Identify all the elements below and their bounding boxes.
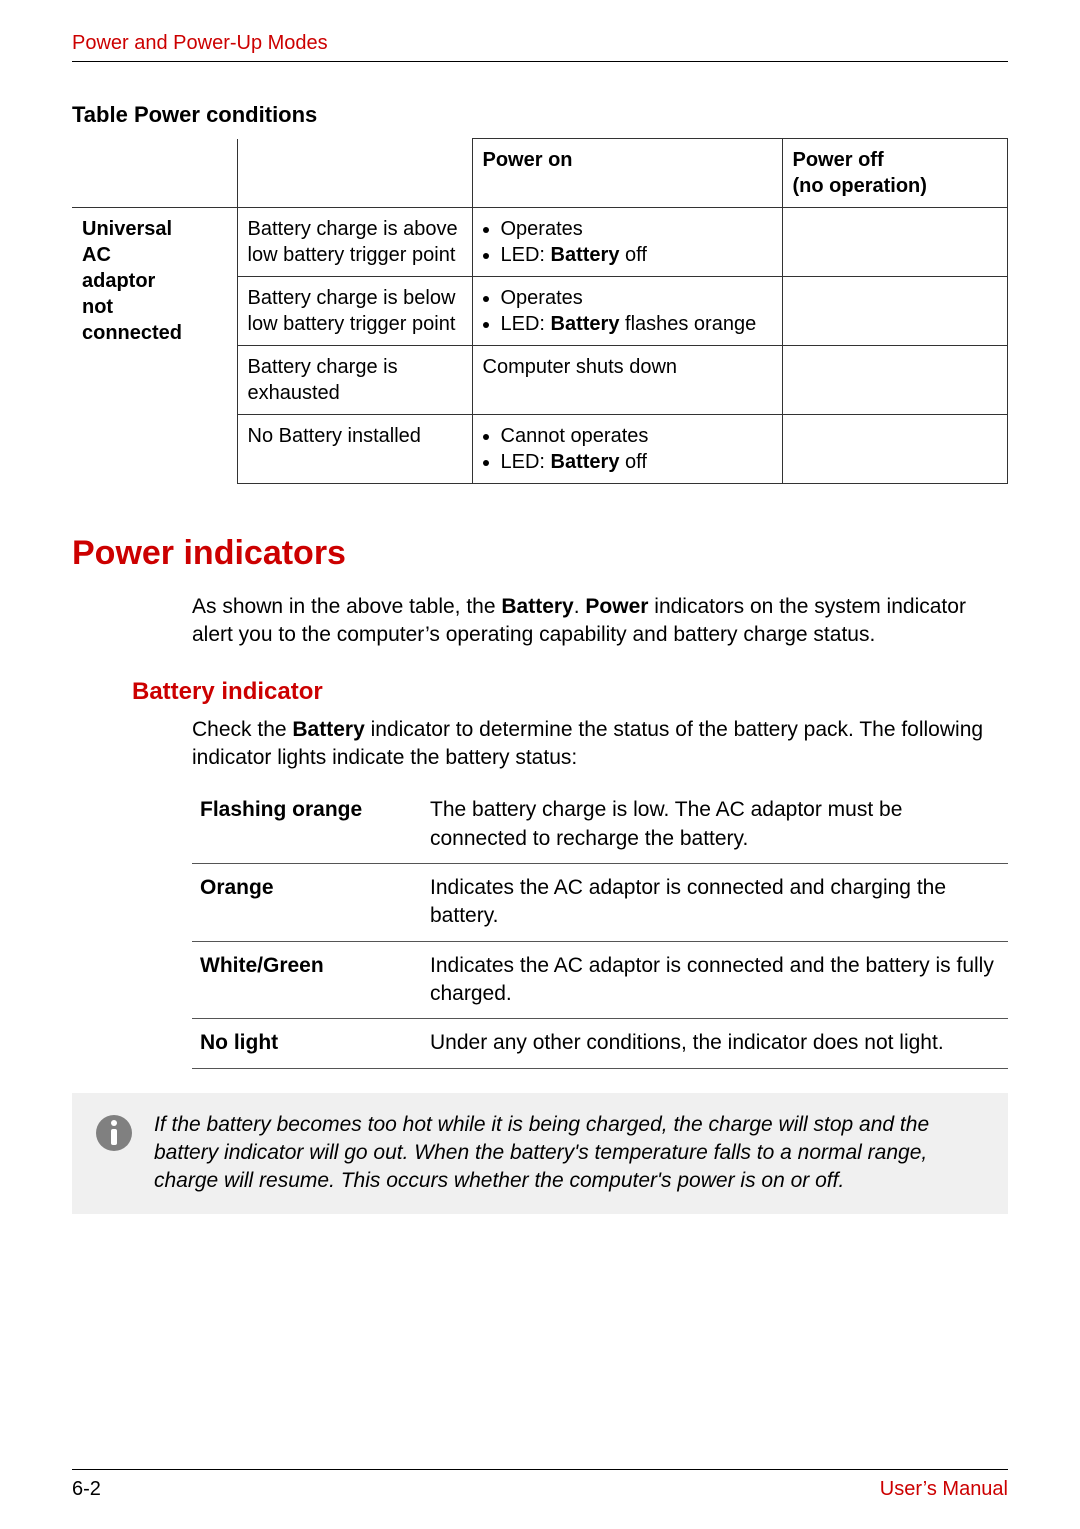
subsection-intro: Check the Battery indicator to determine… bbox=[192, 716, 1008, 773]
battery-indicator-table: Flashing orange The battery charge is lo… bbox=[192, 786, 1008, 1068]
col-header-power-off: Power off (no operation) bbox=[782, 139, 1008, 208]
cell-power-on: Operates LED: Battery off bbox=[472, 208, 782, 277]
indicator-desc: Indicates the AC adaptor is connected an… bbox=[422, 941, 1008, 1019]
footer-manual-label: User’s Manual bbox=[880, 1478, 1008, 1501]
table-corner-blank2 bbox=[237, 139, 472, 208]
page-footer: 6-2 User’s Manual bbox=[72, 1469, 1008, 1501]
table-row: Universal AC adaptor not connected Batte… bbox=[72, 208, 1008, 277]
cell-power-off bbox=[782, 415, 1008, 484]
indicator-desc: Indicates the AC adaptor is connected an… bbox=[422, 864, 1008, 942]
indicator-desc: The battery charge is low. The AC adapto… bbox=[422, 786, 1008, 863]
footer-page-number: 6-2 bbox=[72, 1478, 101, 1501]
indicator-label: Orange bbox=[192, 864, 422, 942]
subsection-title-battery-indicator: Battery indicator bbox=[132, 678, 1008, 706]
section-intro: As shown in the above table, the Battery… bbox=[192, 593, 1008, 650]
note-text: If the battery becomes too hot while it … bbox=[142, 1111, 988, 1196]
cell-condition: Battery charge is exhausted bbox=[237, 346, 472, 415]
table-row: Orange Indicates the AC adaptor is conne… bbox=[192, 864, 1008, 942]
cell-power-off bbox=[782, 277, 1008, 346]
table-corner-blank bbox=[72, 139, 237, 208]
cell-condition: Battery charge is above low battery trig… bbox=[237, 208, 472, 277]
power-table-caption: Table Power conditions bbox=[72, 102, 1008, 128]
cell-condition: No Battery installed bbox=[237, 415, 472, 484]
info-icon bbox=[86, 1111, 142, 1196]
note-box: If the battery becomes too hot while it … bbox=[72, 1093, 1008, 1214]
indicator-desc: Under any other conditions, the indicato… bbox=[422, 1019, 1008, 1068]
table-row: White/Green Indicates the AC adaptor is … bbox=[192, 941, 1008, 1019]
cell-power-on: Computer shuts down bbox=[472, 346, 782, 415]
cell-condition: Battery charge is below low battery trig… bbox=[237, 277, 472, 346]
power-conditions-table: Power on Power off (no operation) Univer… bbox=[72, 138, 1008, 484]
cell-power-off bbox=[782, 208, 1008, 277]
table-row: No light Under any other conditions, the… bbox=[192, 1019, 1008, 1068]
page: Power and Power-Up Modes Table Power con… bbox=[0, 0, 1080, 1529]
cell-power-off bbox=[782, 346, 1008, 415]
indicator-label: Flashing orange bbox=[192, 786, 422, 863]
cell-power-on: Operates LED: Battery flashes orange bbox=[472, 277, 782, 346]
indicator-label: White/Green bbox=[192, 941, 422, 1019]
col-header-power-on: Power on bbox=[472, 139, 782, 208]
section-title-power-indicators: Power indicators bbox=[72, 534, 1008, 573]
table-header-row: Power on Power off (no operation) bbox=[72, 139, 1008, 208]
running-header: Power and Power-Up Modes bbox=[72, 32, 1008, 62]
cell-power-on: Cannot operates LED: Battery off bbox=[472, 415, 782, 484]
indicator-label: No light bbox=[192, 1019, 422, 1068]
row-header-adaptor-not-connected: Universal AC adaptor not connected bbox=[72, 208, 237, 484]
table-row: Flashing orange The battery charge is lo… bbox=[192, 786, 1008, 863]
